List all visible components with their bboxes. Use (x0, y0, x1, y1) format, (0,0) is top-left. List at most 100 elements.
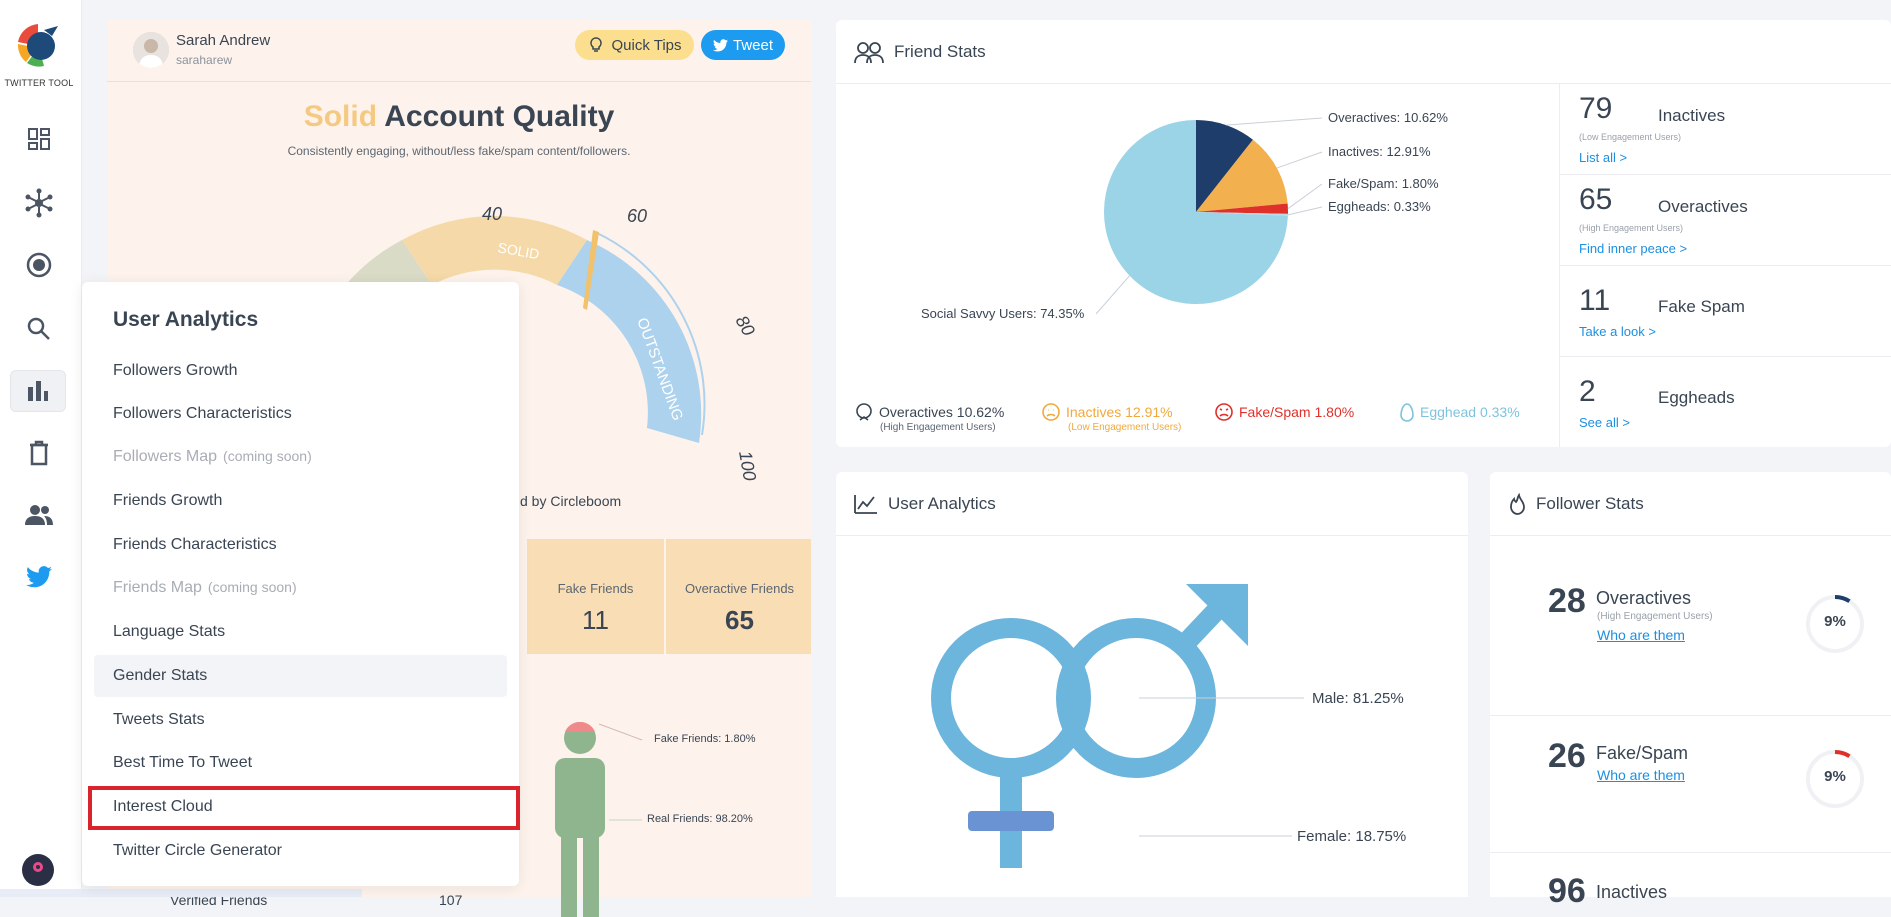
ring-percent: 9% (1824, 768, 1846, 785)
menu-item-friends-growth[interactable]: Friends Growth (113, 492, 222, 510)
quality-subtitle: Consistently engaging, without/less fake… (287, 144, 631, 158)
legend-label: Fake/Spam 1.80% (1239, 404, 1355, 420)
friend-stats-pie-chart: Overactives: 10.62% Inactives: 12.91% Fake… (921, 110, 1448, 321)
trash-icon[interactable] (18, 433, 60, 473)
menu-item-label: Friends Growth (113, 492, 223, 509)
tweet-bird-icon (712, 38, 728, 51)
follower-stats-title: Follower Stats (1536, 493, 1644, 513)
friend-stats-card: Friend Stats Overactives: 10.62% Inactive… (836, 20, 1891, 447)
user-analytics-header: User Analytics (836, 472, 1468, 536)
egg-icon (1400, 403, 1414, 422)
gauge-label-solid: SOLID (496, 239, 540, 262)
stat-number: 79 (1579, 92, 1613, 125)
bottom-scrollbar[interactable] (0, 889, 362, 897)
pie-leader-line (1287, 183, 1323, 210)
legend-fake-spam: Fake/Spam 1.80% (1214, 402, 1354, 422)
stat-name: Inactives (1658, 106, 1726, 125)
who-are-them-link[interactable]: Who are them (1597, 627, 1685, 643)
tweet-button[interactable]: Tweet (701, 30, 785, 60)
analytics-icon[interactable] (10, 370, 66, 412)
angry-face-icon (1215, 403, 1233, 421)
follower-stat-number: 28 (1548, 582, 1586, 620)
menu-item-twitter-circle-generator[interactable]: Twitter Circle Generator (113, 842, 282, 860)
pie-leader-line (1226, 117, 1323, 126)
legend-sub-overactives: (High Engagement Users) (880, 422, 996, 433)
powered-by-text: d by Circleboom (520, 493, 622, 509)
stat-cell-label: Fake Friends (557, 581, 634, 596)
ring-progress (1806, 595, 1864, 653)
friend-stats-header: Friend Stats (836, 20, 1891, 84)
menu-title: User Analytics (113, 308, 259, 331)
pie-slice-eggheads (1196, 212, 1288, 216)
quality-title-accent: Solid (303, 100, 378, 133)
who-are-them-link[interactable]: Who are them (1597, 767, 1685, 783)
menu-item-label: Gender Stats (113, 667, 208, 684)
stat-cell-overactive-friends: Overactive Friends 65 (668, 539, 811, 654)
gauge-tick-80: 80 (732, 312, 757, 339)
friends-icon (854, 41, 884, 63)
gauge-needle (583, 230, 599, 310)
network-icon[interactable] (18, 183, 60, 223)
twitter-icon[interactable] (18, 557, 60, 597)
stat-sub: (Low Engagement Users) (1579, 132, 1682, 142)
pie-slice-social-savvy-users (1104, 120, 1288, 304)
gauge-tick-60: 60 (627, 206, 647, 226)
menu-item-best-time-to-tweet[interactable]: Best Time To Tweet (113, 754, 252, 772)
user-analytics-card: User Analytics Male: 81.25% Female: 18.7… (836, 472, 1468, 897)
follower-stats-header: Follower Stats (1490, 472, 1891, 536)
menu-item-label: Interest Cloud (113, 798, 213, 815)
stat-sub: (High Engagement Users) (1579, 223, 1684, 233)
menu-item-language-stats[interactable]: Language Stats (113, 623, 225, 641)
find-inner-peace-link[interactable]: Find inner peace > (1579, 241, 1688, 256)
follower-stats-card: Follower Stats 28 Overactives (High Enga… (1490, 472, 1891, 910)
circle-target-icon[interactable] (18, 245, 60, 285)
pie-leader-line (1095, 275, 1130, 315)
female-label: Female: 18.75% (1297, 828, 1407, 845)
menu-item-followers-characteristics[interactable]: Followers Characteristics (113, 405, 292, 423)
menu-item-hover-bg (94, 655, 507, 697)
menu-item-selected-outline (88, 786, 520, 830)
take-a-look-link[interactable]: Take a look > (1579, 324, 1656, 339)
menu-item-tweets-stats[interactable]: Tweets Stats (113, 711, 205, 729)
pie-label: Eggheads: 0.33% (1328, 199, 1431, 214)
menu-item-interest-cloud[interactable]: Interest Cloud (113, 798, 213, 816)
overactive-icon (856, 403, 872, 421)
user-avatar[interactable] (22, 854, 54, 886)
menu-item-label: Followers Growth (113, 362, 238, 379)
friend-stat-row-eggheads: 2 Eggheads See all > (1559, 357, 1891, 447)
pie-slice-inactives (1196, 139, 1288, 212)
see-all-link[interactable]: See all > (1579, 415, 1630, 430)
pie-label: Fake/Spam: 1.80% (1328, 176, 1439, 191)
app-logo-icon[interactable] (14, 20, 62, 77)
flame-icon (1510, 492, 1525, 515)
stat-name: Eggheads (1658, 388, 1735, 407)
legend-egghead: Egghead 0.33% (1399, 402, 1520, 422)
gauge-band-outstanding (557, 240, 702, 443)
quality-title-rest: Account Quality (384, 100, 615, 133)
stat-number: 2 (1579, 375, 1596, 408)
menu-item-followers-growth[interactable]: Followers Growth (113, 362, 237, 380)
pie-leader-line (1276, 151, 1323, 169)
search-icon[interactable] (18, 309, 60, 349)
legend-overactives: Overactives 10.62% (854, 402, 1004, 422)
menu-item-label: Language Stats (113, 623, 226, 640)
stat-cell-value: 11 (582, 605, 609, 635)
list-all-link[interactable]: List all > (1579, 150, 1628, 165)
quick-tips-button[interactable]: Quick Tips (575, 30, 694, 60)
gender-symbols-chart (931, 584, 1304, 868)
legend-sub-inactives: (Low Engagement Users) (1068, 422, 1182, 433)
pie-slice-overactives (1196, 120, 1253, 212)
pie-leader-line (1287, 206, 1323, 216)
dashboard-icon[interactable] (18, 119, 60, 159)
stat-name: Fake Spam (1658, 297, 1745, 316)
friend-stat-row-inactives: 79 Inactives (Low Engagement Users) List… (1559, 84, 1891, 175)
users-icon[interactable] (18, 495, 60, 535)
user-analytics-menu: User Analytics Followers Growth Follower… (82, 282, 520, 886)
quality-title: Solid Account Quality (107, 100, 811, 134)
overactives-progress-ring (1806, 595, 1864, 653)
gauge-band-solid (402, 215, 587, 285)
menu-item-friends-characteristics[interactable]: Friends Characteristics (113, 536, 277, 554)
ring-percent: 9% (1824, 613, 1846, 630)
lightbulb-icon (590, 37, 603, 52)
menu-item-gender-stats[interactable]: Gender Stats (113, 667, 207, 685)
